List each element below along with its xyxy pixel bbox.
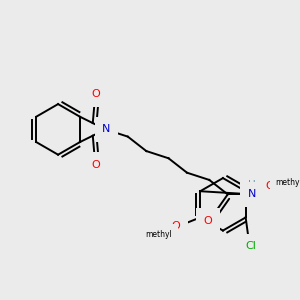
Text: N: N xyxy=(102,124,111,134)
Text: Cl: Cl xyxy=(245,242,256,251)
Text: H: H xyxy=(248,180,256,190)
Text: O: O xyxy=(91,160,100,170)
Text: O: O xyxy=(266,181,274,190)
Text: methyl: methyl xyxy=(146,230,172,239)
Text: methyl: methyl xyxy=(275,178,300,187)
Text: O: O xyxy=(172,221,180,231)
Text: N: N xyxy=(248,189,256,200)
Text: O: O xyxy=(91,89,100,99)
Text: O: O xyxy=(204,216,212,226)
